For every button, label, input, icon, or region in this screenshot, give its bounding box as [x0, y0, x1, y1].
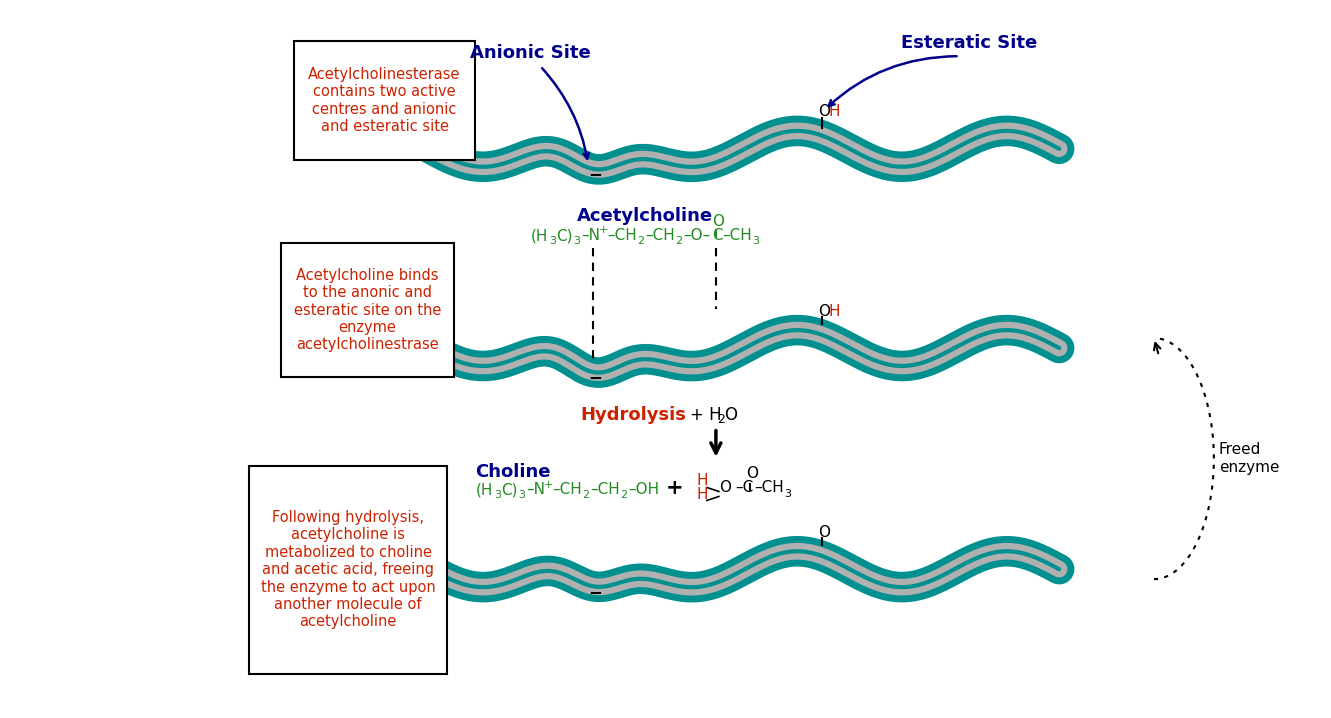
Text: C): C) [556, 228, 572, 243]
Text: Hydrolysis: Hydrolysis [580, 406, 685, 424]
Text: 3: 3 [550, 236, 556, 246]
Text: 3: 3 [752, 236, 759, 246]
Text: –CH: –CH [607, 228, 636, 243]
Text: O: O [724, 406, 737, 424]
Text: 3: 3 [494, 490, 502, 500]
Text: C: C [712, 228, 723, 243]
Text: O: O [817, 104, 829, 119]
Text: Acetylcholine: Acetylcholine [576, 207, 713, 225]
Text: –N: –N [582, 228, 600, 243]
Text: (H: (H [530, 228, 547, 243]
Text: –N: –N [526, 482, 546, 498]
Text: −: − [588, 368, 602, 386]
FancyBboxPatch shape [249, 465, 447, 673]
FancyBboxPatch shape [281, 243, 454, 377]
Text: 2: 2 [717, 414, 725, 426]
Text: 2: 2 [638, 236, 644, 246]
Text: O: O [745, 465, 757, 480]
Text: H: H [829, 304, 840, 319]
Text: +: + [599, 225, 608, 236]
Text: –CH: –CH [753, 480, 784, 495]
Text: 2: 2 [675, 236, 681, 246]
Text: –CH: –CH [552, 482, 582, 498]
Text: +: + [667, 478, 684, 498]
Text: 3: 3 [574, 236, 580, 246]
Text: 3: 3 [784, 490, 791, 500]
Text: H: H [697, 488, 708, 503]
Text: O: O [817, 525, 829, 540]
Text: Acetylcholinesterase
contains two active
centres and anionic
and esteratic site: Acetylcholinesterase contains two active… [309, 67, 461, 134]
Text: –C: –C [735, 480, 753, 495]
Text: –CH: –CH [646, 228, 675, 243]
Text: 3: 3 [518, 490, 526, 500]
Text: (H: (H [475, 482, 492, 498]
Text: Following hydrolysis,
acetylcholine is
metabolized to choline
and acetic acid, f: Following hydrolysis, acetylcholine is m… [261, 510, 435, 630]
Text: –CH: –CH [590, 482, 620, 498]
Text: O: O [817, 304, 829, 319]
Text: Freed
enzyme: Freed enzyme [1219, 442, 1279, 475]
Text: C): C) [502, 482, 518, 498]
Text: +: + [544, 480, 554, 490]
Text: H: H [697, 472, 708, 488]
Text: O: O [719, 480, 731, 495]
FancyBboxPatch shape [294, 41, 475, 160]
Text: Anionic Site: Anionic Site [470, 45, 591, 62]
Text: –O–: –O– [683, 228, 711, 243]
Text: −: − [588, 165, 602, 183]
Text: H: H [829, 104, 840, 119]
Text: 2: 2 [582, 490, 590, 500]
Text: + H: + H [689, 406, 721, 424]
Text: –CH: –CH [721, 228, 752, 243]
Text: –OH: –OH [628, 482, 659, 498]
Text: −: − [588, 582, 602, 600]
Text: O: O [712, 213, 724, 228]
Text: 2: 2 [620, 490, 627, 500]
Text: Choline: Choline [475, 462, 551, 480]
Text: Esteratic Site: Esteratic Site [901, 34, 1037, 52]
Text: Acetylcholine binds
to the anonic and
esteratic site on the
enzyme
acetylcholine: Acetylcholine binds to the anonic and es… [294, 268, 442, 353]
